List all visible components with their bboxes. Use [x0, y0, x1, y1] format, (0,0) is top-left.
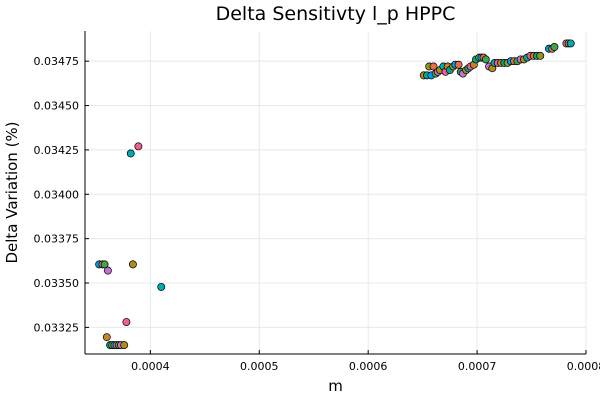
data-point: [128, 260, 137, 269]
data-point: [134, 142, 143, 151]
data-point: [100, 260, 109, 269]
y-ticks: 0.03325 0.03350 0.03375 0.03400 0.03425 0.034…: [34, 55, 89, 334]
y-tick-label: 0.03375: [34, 233, 80, 246]
x-tick-label: 0.0006: [349, 360, 388, 373]
y-tick-label: 0.03475: [34, 55, 80, 68]
y-axis-title: Delta Variation (%): [3, 121, 21, 263]
data-point: [102, 333, 111, 342]
data-point: [126, 149, 135, 158]
data-point: [429, 62, 438, 71]
data-point: [566, 39, 575, 48]
y-tick-label: 0.03350: [34, 277, 80, 290]
x-tick-label: 0.0007: [458, 360, 497, 373]
data-point: [157, 282, 166, 291]
data-point: [103, 266, 112, 275]
grid: [85, 31, 587, 354]
y-tick-label: 0.03325: [34, 321, 80, 334]
chart-title: Delta Sensitivty l_p HPPC: [216, 3, 456, 25]
data-points: [95, 39, 575, 350]
data-point: [550, 43, 559, 51]
data-point: [120, 341, 129, 350]
axes: [84, 31, 586, 355]
data-point: [454, 60, 463, 69]
data-point: [536, 51, 545, 60]
y-tick-label: 0.03400: [34, 188, 80, 201]
x-axis-title: m: [328, 377, 343, 395]
x-tick-label: 0.0004: [131, 360, 170, 373]
x-tick-label: 0.0005: [240, 360, 279, 373]
y-tick-label: 0.03450: [34, 100, 80, 113]
data-point: [481, 55, 490, 64]
x-ticks: 0.0004 0.0005 0.0006 0.0007 0.0008: [131, 350, 600, 373]
y-tick-label: 0.03425: [34, 144, 80, 157]
x-tick-label: 0.0008: [567, 360, 600, 373]
data-point: [122, 318, 131, 327]
